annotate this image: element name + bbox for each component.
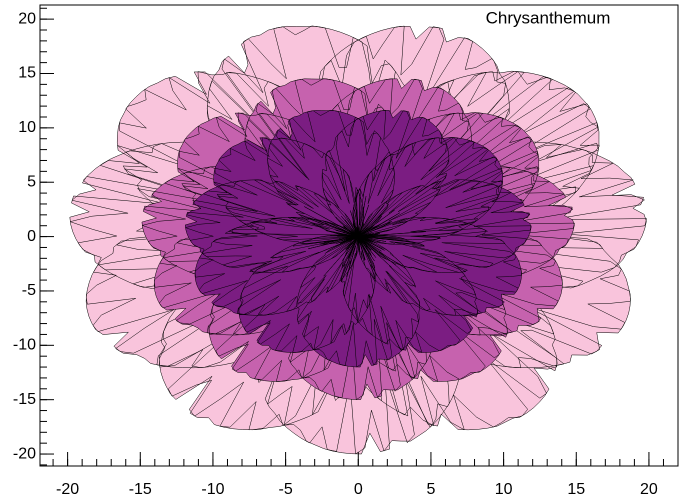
flower-layer [184, 109, 532, 368]
frame [39, 4, 679, 467]
y-tick-label: -15 [13, 391, 36, 408]
x-tick-label: 20 [640, 481, 658, 498]
x-tick-label: 0 [354, 481, 363, 498]
y-tick-label: -5 [22, 282, 36, 299]
x-tick-label: 10 [495, 481, 513, 498]
y-tick-label: 10 [18, 119, 36, 136]
plot-area [69, 25, 647, 455]
x-tick-label: -10 [201, 481, 224, 498]
x-tick-label: -15 [129, 481, 152, 498]
x-tick-label: -20 [56, 481, 79, 498]
x-tick-label: -5 [278, 481, 292, 498]
x-tick-label: 5 [426, 481, 435, 498]
y-tick-label: 5 [27, 173, 36, 190]
x-tick-label: 15 [567, 481, 585, 498]
y-tick-label: 0 [27, 228, 36, 245]
y-tick-label: -10 [13, 337, 36, 354]
y-tick-label: 15 [18, 65, 36, 82]
y-tick-label: 20 [18, 10, 36, 27]
y-tick-label: -20 [13, 445, 36, 462]
chart-title: Chrysanthemum [486, 8, 611, 27]
